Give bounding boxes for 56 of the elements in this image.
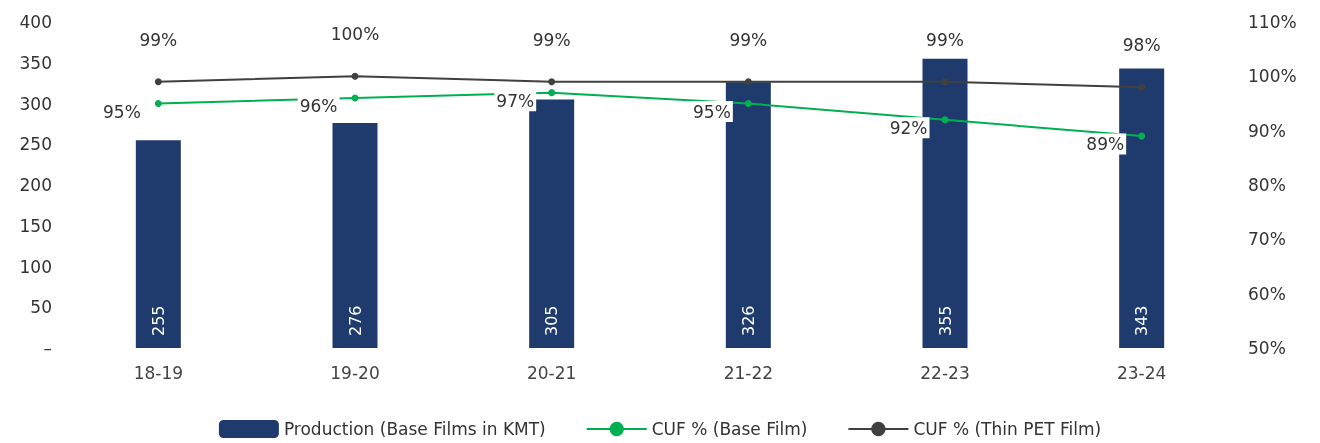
data-label: 343 — [1132, 305, 1152, 336]
data-label: 96% — [299, 96, 338, 117]
data-label: 100% — [330, 24, 380, 45]
data-label: 99% — [729, 29, 768, 50]
y-tick-label: 400 — [19, 12, 52, 32]
point — [744, 78, 752, 86]
y-tick-label: 200 — [19, 175, 52, 195]
y2-tick-label: 110% — [1248, 12, 1297, 32]
point — [744, 100, 752, 107]
y-tick-label: 150 — [19, 215, 52, 236]
data-label: 97% — [496, 90, 535, 111]
data-label: 99% — [139, 29, 178, 50]
y2-tick-label: 50% — [1248, 338, 1286, 358]
data-label: 99% — [926, 29, 964, 50]
legend-label: CUF % (Thin PET Film) — [913, 419, 1102, 439]
point — [548, 89, 556, 97]
y-tick-label: 350 — [19, 52, 52, 73]
data-label: 305 — [542, 305, 562, 336]
data-label: 98% — [1122, 35, 1161, 56]
y2-tick-label: 80% — [1248, 175, 1286, 195]
data-label: 276 — [345, 305, 365, 336]
legend-label: Production (Base Films in KMT) — [283, 419, 546, 439]
x-tick-label: 20-21 — [526, 362, 577, 383]
y-tick-label: 250 — [19, 134, 52, 155]
y-tick-label: 100 — [19, 256, 52, 277]
data-label: 255 — [148, 305, 168, 336]
y-tick-label: 300 — [19, 93, 52, 114]
data-label: 326 — [738, 305, 758, 336]
data-label: 92% — [889, 117, 928, 138]
data-label: 95% — [693, 101, 731, 122]
y2-tick-label: 90% — [1248, 120, 1286, 141]
point — [1138, 132, 1146, 140]
data-label: 89% — [1086, 134, 1125, 155]
point — [1138, 83, 1146, 91]
point — [941, 116, 949, 124]
data-label: 95% — [103, 101, 141, 122]
y2-tick-label: 70% — [1248, 229, 1286, 250]
data-label: 355 — [935, 305, 955, 336]
bar — [135, 140, 181, 348]
y2-tick-label: 100% — [1248, 66, 1297, 87]
x-tick-label: 21-22 — [723, 362, 774, 383]
y-tick-label: 50 — [30, 297, 52, 318]
x-tick-label: 23-24 — [1116, 362, 1167, 383]
point — [351, 72, 359, 80]
bar — [332, 123, 378, 348]
y-tick-label: – — [43, 338, 52, 358]
legend-label: CUF % (Base Film) — [651, 419, 808, 439]
point — [941, 78, 949, 86]
point — [154, 100, 162, 107]
x-tick-label: 19-20 — [330, 362, 380, 383]
x-tick-label: 22-23 — [920, 362, 970, 383]
point — [154, 78, 162, 86]
point — [548, 78, 556, 86]
x-tick-label: 18-19 — [133, 362, 184, 383]
data-label: 99% — [532, 29, 571, 50]
y2-tick-label: 60% — [1248, 283, 1286, 304]
